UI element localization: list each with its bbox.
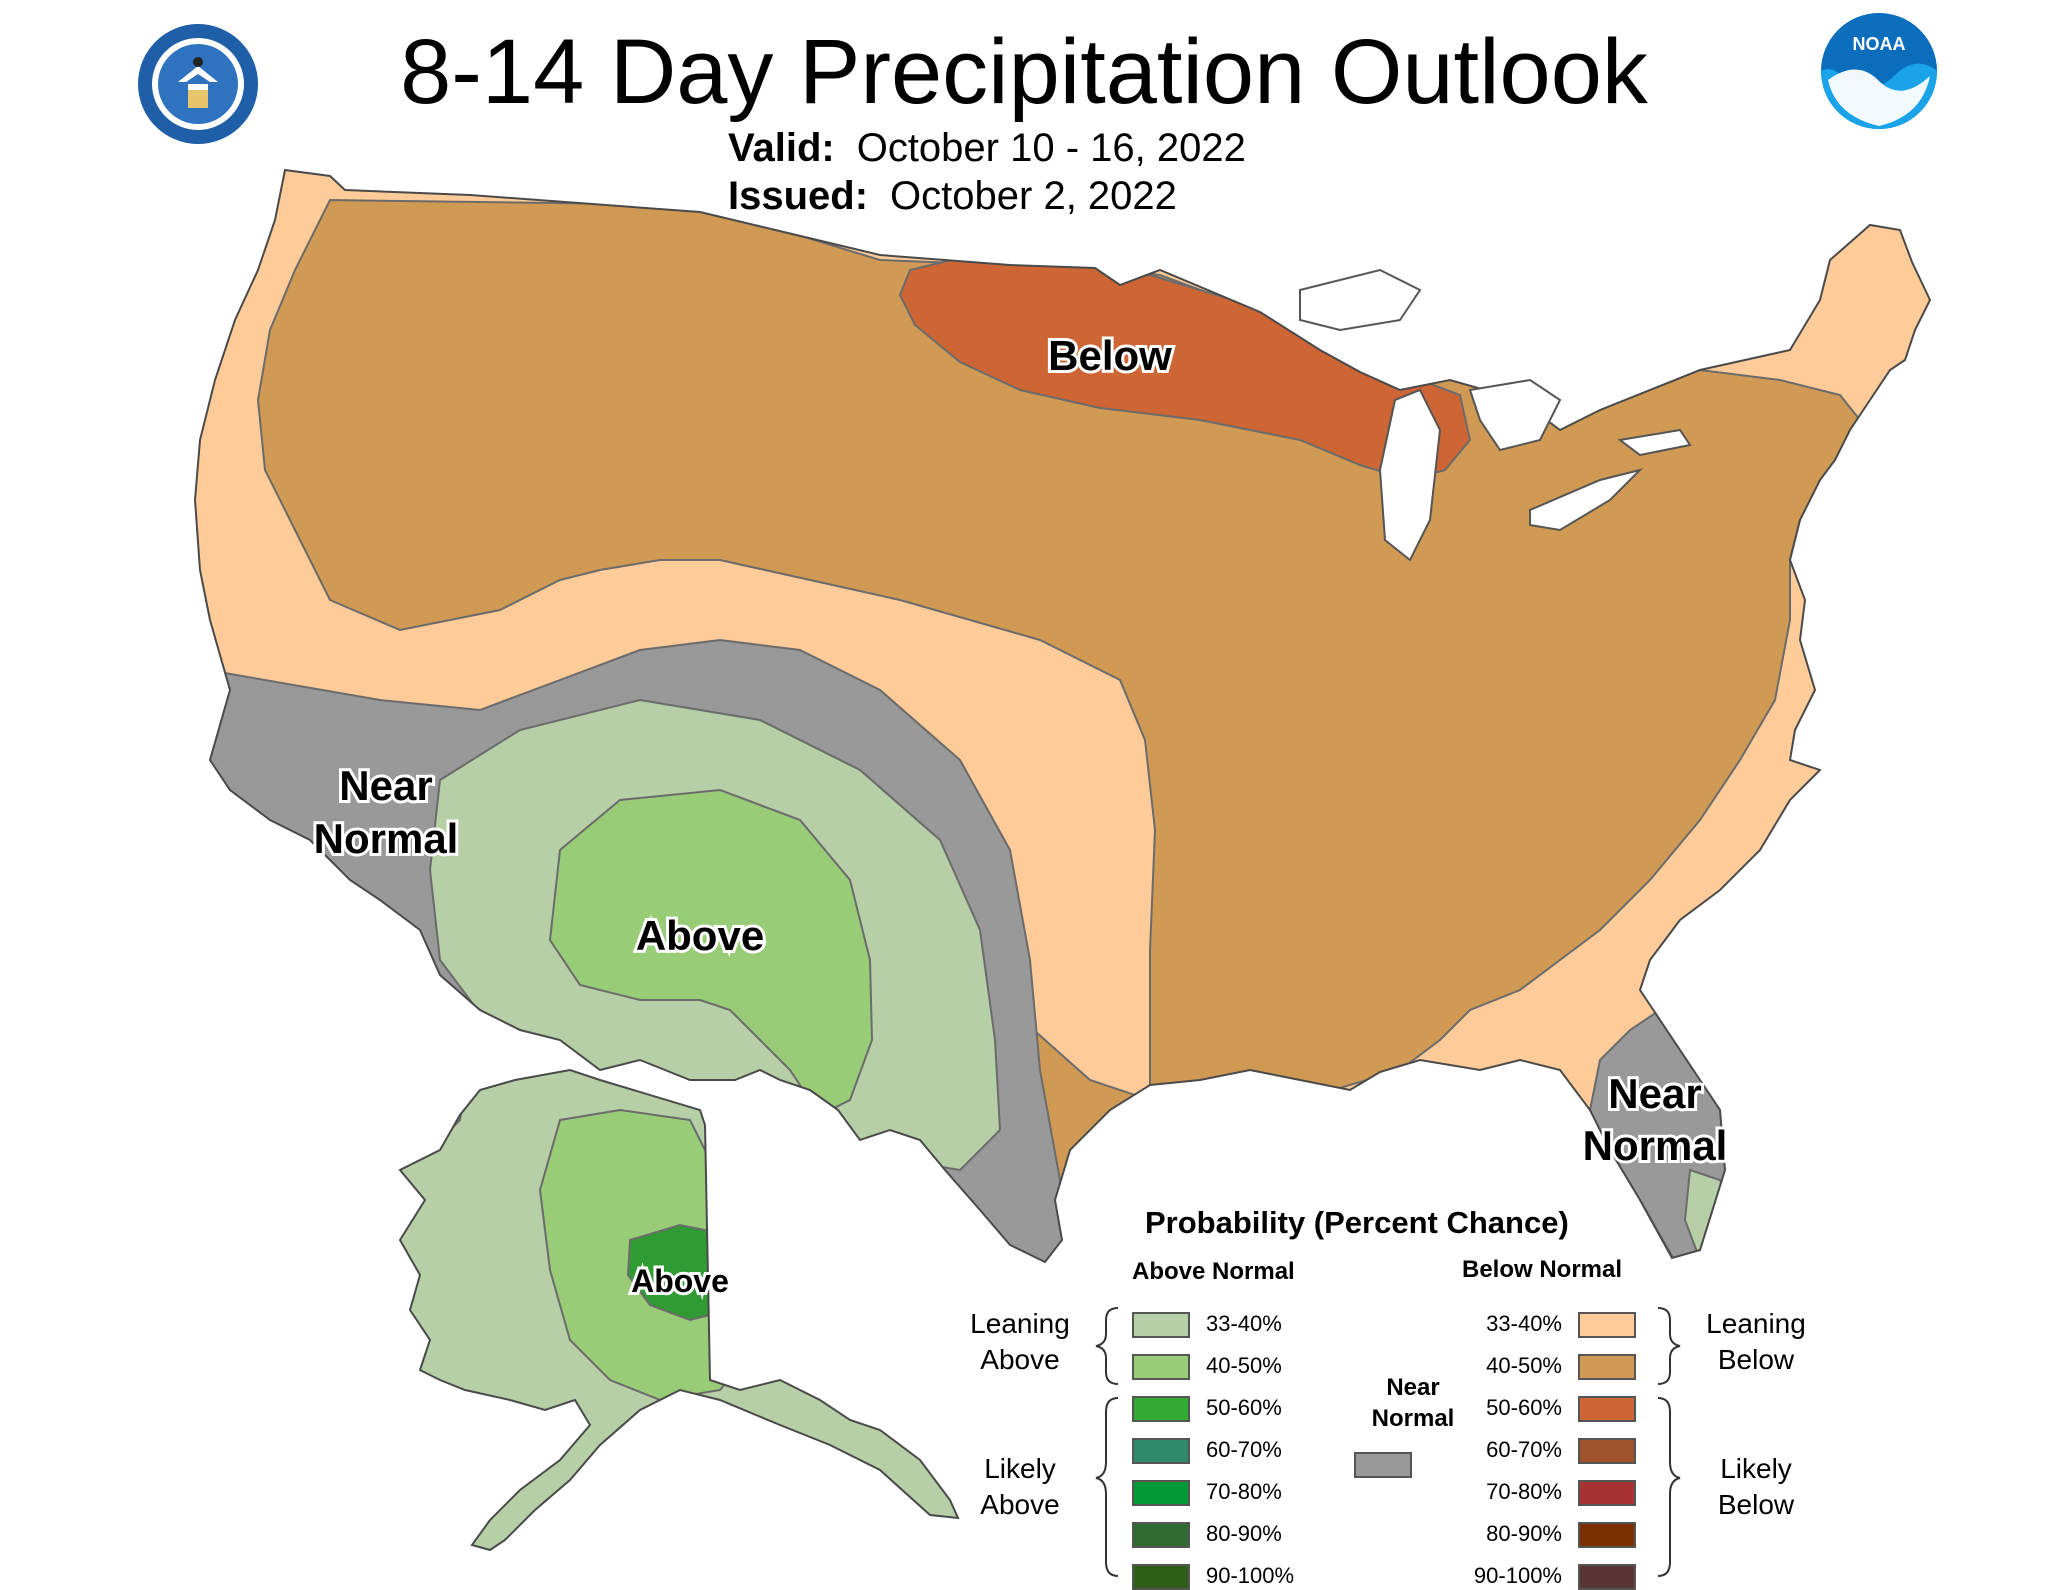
valid-key: Valid: (728, 126, 835, 170)
valid-line: Valid: October 10 - 16, 2022 (728, 126, 1246, 171)
legend-above-label: 80-90% (1206, 1521, 1282, 1546)
legend-below-label: 70-80% (1486, 1479, 1562, 1504)
issued-value: October 2, 2022 (890, 174, 1177, 218)
legend-above-label: 40-50% (1206, 1353, 1282, 1378)
label-fl-line2: Normal (1583, 1122, 1728, 1169)
legend-leaning-below: Leaning Below (1686, 1306, 1826, 1378)
below-braces-icon (1657, 1307, 1681, 1577)
legend-below-label: 90-100% (1473, 1563, 1562, 1588)
leaning-above-line1: Leaning (970, 1308, 1070, 1339)
legend-below-swatch (1578, 1438, 1636, 1464)
legend-below-header: Below Normal (1462, 1256, 1623, 1283)
legend-near-normal-label: Near Normal (1358, 1372, 1468, 1434)
likely-above-line2: Above (980, 1489, 1060, 1520)
legend-below-swatch (1578, 1522, 1636, 1548)
legend-above-swatch (1132, 1312, 1190, 1338)
label-near-line2: Normal (314, 815, 459, 862)
leaning-above-line2: Above (980, 1344, 1060, 1375)
legend-below-label: 33-40% (1486, 1311, 1562, 1336)
label-above-sw: Above (636, 912, 764, 959)
legend-above-label: 33-40% (1206, 1311, 1282, 1336)
legend-above-swatch (1132, 1396, 1190, 1422)
lake-superior (1299, 268, 1422, 332)
commerce-seal-icon (138, 24, 258, 144)
legend-below-label: 40-50% (1486, 1353, 1562, 1378)
likely-above-line1: Likely (984, 1453, 1056, 1484)
legend-above-label: 90-100% (1206, 1563, 1295, 1588)
near-label-line2: Normal (1371, 1405, 1455, 1432)
legend-above-header: Above Normal (1132, 1258, 1295, 1285)
legend-below-swatch (1578, 1396, 1636, 1422)
legend-likely-below: Likely Below (1686, 1451, 1826, 1523)
conus-outline (193, 168, 1932, 1264)
legend-above-swatch (1132, 1480, 1190, 1506)
legend-below-swatch (1578, 1354, 1636, 1380)
noaa-text: NOAA (1853, 34, 1906, 54)
region-below-50-60 (898, 256, 1472, 482)
legend-below-swatch (1578, 1312, 1636, 1338)
legend-below-label: 50-60% (1486, 1395, 1562, 1420)
legend-above-label: 70-80% (1206, 1479, 1282, 1504)
legend-likely-above: Likely Above (950, 1451, 1090, 1523)
alaska-outline (398, 1068, 960, 1552)
legend-below-label: 80-90% (1486, 1521, 1562, 1546)
legend-above-swatch (1132, 1522, 1190, 1548)
noaa-logo-icon: NOAA (1821, 13, 1937, 129)
legend-below-swatch (1578, 1480, 1636, 1506)
legend-above-label: 50-60% (1206, 1395, 1282, 1420)
legend-title: Probability (Percent Chance) (1145, 1205, 1569, 1240)
legend-above-swatch (1132, 1354, 1190, 1380)
leaning-below-line2: Below (1717, 1344, 1795, 1375)
page-title: 8-14 Day Precipitation Outlook (400, 21, 1648, 123)
near-label-line1: Near (1386, 1374, 1440, 1401)
legend-above-swatch (1132, 1564, 1190, 1590)
legend-near-normal-swatch (1354, 1452, 1412, 1478)
label-fl-line1: Near (1608, 1070, 1701, 1117)
lake-michigan (1378, 388, 1442, 562)
legend-leaning-above: Leaning Above (950, 1306, 1090, 1378)
lake-huron (1468, 378, 1562, 452)
legend-above-label: 60-70% (1206, 1437, 1282, 1462)
likely-below-line2: Below (1717, 1489, 1795, 1520)
label-near-line1: Near (339, 762, 432, 809)
label-below: Below (1048, 332, 1172, 379)
label-above-ak: Above (631, 1263, 729, 1299)
valid-value: October 10 - 16, 2022 (856, 126, 1246, 170)
lake-erie (1529, 468, 1644, 532)
leaning-below-line1: Leaning (1706, 1308, 1806, 1339)
issued-line: Issued: October 2, 2022 (728, 174, 1177, 219)
likely-below-line1: Likely (1720, 1453, 1792, 1484)
alaska-regions (400, 1070, 958, 1550)
above-braces-icon (1095, 1307, 1119, 1577)
legend-below-label: 60-70% (1486, 1437, 1562, 1462)
lake-ontario (1617, 428, 1692, 457)
legend-below-swatch (1578, 1564, 1636, 1590)
issued-key: Issued: (728, 174, 869, 218)
legend-above-swatch (1132, 1438, 1190, 1464)
